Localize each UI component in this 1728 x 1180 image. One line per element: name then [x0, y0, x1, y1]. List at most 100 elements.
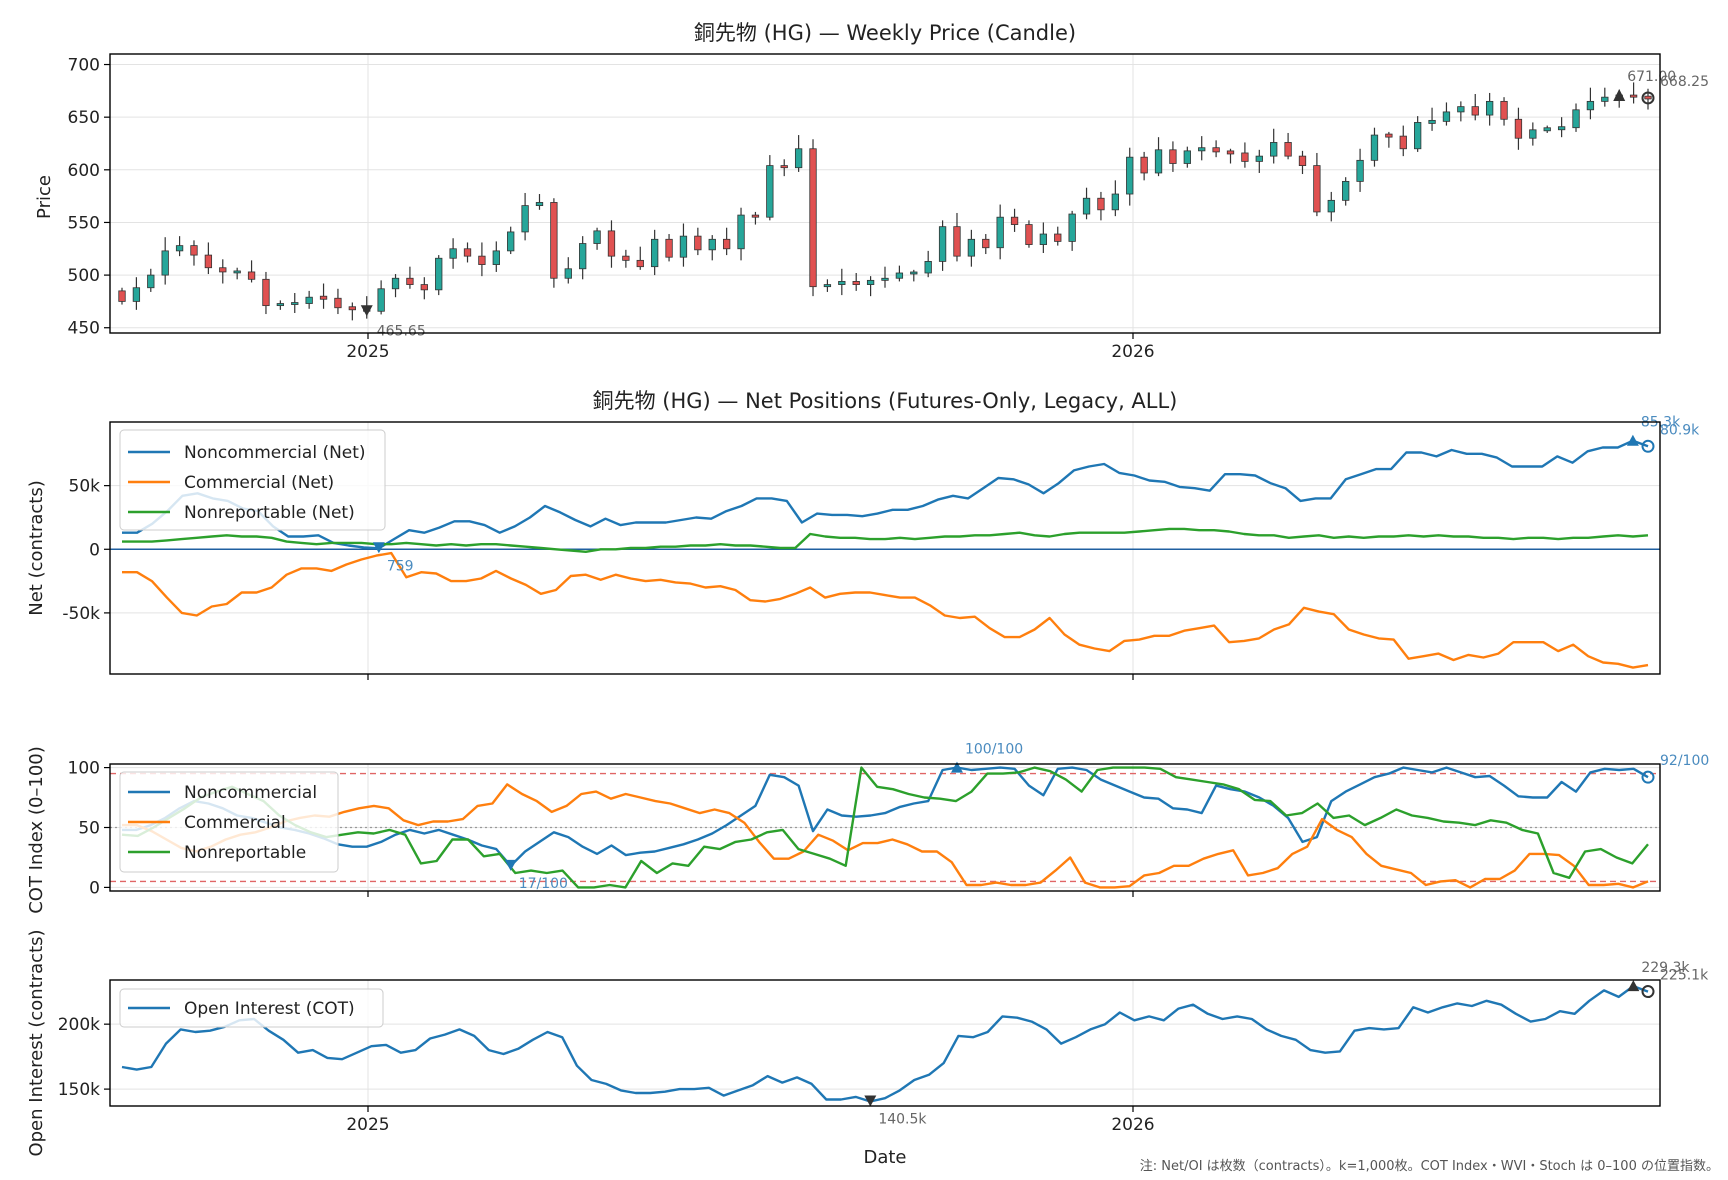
- oi-x-label: Date: [863, 1147, 906, 1168]
- candle-down: [622, 255, 630, 261]
- min-label: 465.65: [377, 323, 426, 339]
- candle-down: [694, 235, 702, 251]
- candle-down: [348, 306, 356, 311]
- candle-down: [190, 245, 198, 256]
- candle-down: [852, 281, 860, 285]
- candle-up: [147, 274, 155, 289]
- candle-up: [377, 288, 385, 312]
- price-grid: [110, 54, 1660, 333]
- candle-down: [1313, 165, 1321, 213]
- candle-down: [780, 165, 788, 169]
- candle-up: [823, 284, 832, 288]
- net-legend: Noncommercial (Net) Commercial (Net) Non…: [119, 429, 386, 531]
- last-label: 225.1k: [1660, 968, 1709, 984]
- candle-down: [1054, 233, 1062, 242]
- oi-legend-box: [119, 988, 384, 1028]
- candle-up: [1457, 106, 1465, 113]
- candle-up: [766, 165, 774, 218]
- series-line-commercial: [122, 551, 1649, 669]
- candle-down: [953, 226, 961, 257]
- candle-down: [1514, 118, 1523, 139]
- candle-down: [550, 202, 558, 279]
- last-marker: [1641, 439, 1655, 453]
- candle-up: [391, 277, 400, 290]
- candle-down: [247, 271, 256, 280]
- oi-legend: Open Interest (COT): [119, 988, 384, 1028]
- candle-up: [967, 238, 976, 257]
- candle-up: [881, 277, 889, 281]
- y-tick-label: 650: [68, 108, 100, 128]
- candle-down: [1399, 135, 1407, 150]
- candle-up: [1198, 147, 1206, 152]
- candle-up: [535, 202, 544, 207]
- min-label: 759: [387, 558, 414, 574]
- candle-up: [233, 270, 241, 274]
- candle-down: [1097, 197, 1105, 211]
- candle-down: [1010, 216, 1019, 225]
- net-y-ticks: -50k 0 50k: [62, 477, 110, 624]
- candle-up: [737, 214, 745, 250]
- min-marker: [504, 859, 517, 871]
- candle-down: [319, 295, 328, 300]
- y-tick-label: 600: [68, 161, 100, 181]
- oi-y-ticks: 150k 200k: [58, 1015, 110, 1100]
- candle-up: [1068, 213, 1076, 242]
- candle-down: [665, 238, 673, 258]
- candle-up: [291, 302, 299, 305]
- y-tick-label: 150k: [58, 1080, 100, 1100]
- max-marker: [1613, 89, 1626, 102]
- x-tick-label: 2025: [346, 342, 389, 362]
- cot-legend-box: [119, 771, 339, 873]
- legend-label-commercial: Commercial: [184, 813, 286, 833]
- candle-down: [1500, 100, 1508, 120]
- candle-down: [1025, 224, 1033, 245]
- legend-label-noncommercial-net: Noncommercial (Net): [184, 443, 366, 463]
- candle-up: [1543, 127, 1551, 132]
- cot-legend: Noncommercial Commercial Nonreportable: [119, 771, 339, 873]
- net-chart-title: 銅先物 (HG) — Net Positions (Futures-Only, …: [593, 389, 1178, 413]
- candle-up: [866, 279, 875, 285]
- candle-down: [1169, 149, 1177, 164]
- candle-up: [895, 272, 904, 279]
- last-label: 668.25: [1660, 74, 1709, 90]
- max-label: 100/100: [965, 742, 1023, 758]
- candle-up: [1126, 156, 1134, 195]
- series-line-nonreportable: [121, 766, 1649, 889]
- candle-up: [1111, 193, 1119, 211]
- candle-up: [1557, 126, 1566, 131]
- series-line-commercial: [122, 783, 1649, 889]
- last-marker: [1641, 985, 1655, 999]
- net-y-label: Net (contracts): [26, 480, 47, 616]
- candle-up: [579, 243, 587, 270]
- candle-down: [1284, 142, 1292, 157]
- candle-down: [1241, 152, 1249, 162]
- oi-series: [121, 984, 1649, 1103]
- candle-up: [1529, 129, 1537, 139]
- candle-down: [1140, 156, 1148, 174]
- candle-up: [1270, 142, 1278, 157]
- net-frame: [109, 421, 1661, 675]
- y-tick-label: 500: [68, 266, 100, 286]
- x-tick-label: 2025: [346, 1115, 389, 1135]
- candle-down: [406, 277, 414, 285]
- y-tick-label: 550: [68, 213, 100, 233]
- legend-label-open-interest: Open Interest (COT): [184, 999, 355, 1019]
- candle-up: [1154, 149, 1163, 174]
- candle-up: [1414, 122, 1422, 150]
- series-line-noncommercial: [121, 984, 1649, 1103]
- candle-up: [1428, 119, 1436, 124]
- candle-down: [204, 254, 213, 269]
- max-label: 229.3k: [1641, 960, 1690, 976]
- y-tick-label: 450: [68, 319, 100, 339]
- candle-up: [1601, 96, 1609, 102]
- candle-up: [507, 231, 515, 252]
- candle-up: [1485, 100, 1494, 116]
- price-y-label: Price: [34, 175, 55, 219]
- oi-x-ticks: 2025 2026: [346, 1106, 1155, 1135]
- candle-down: [1644, 95, 1652, 100]
- net-x-ticks: [367, 674, 1134, 680]
- candle-up: [1082, 197, 1091, 215]
- candle-up: [492, 250, 500, 265]
- max-marker: [950, 761, 963, 773]
